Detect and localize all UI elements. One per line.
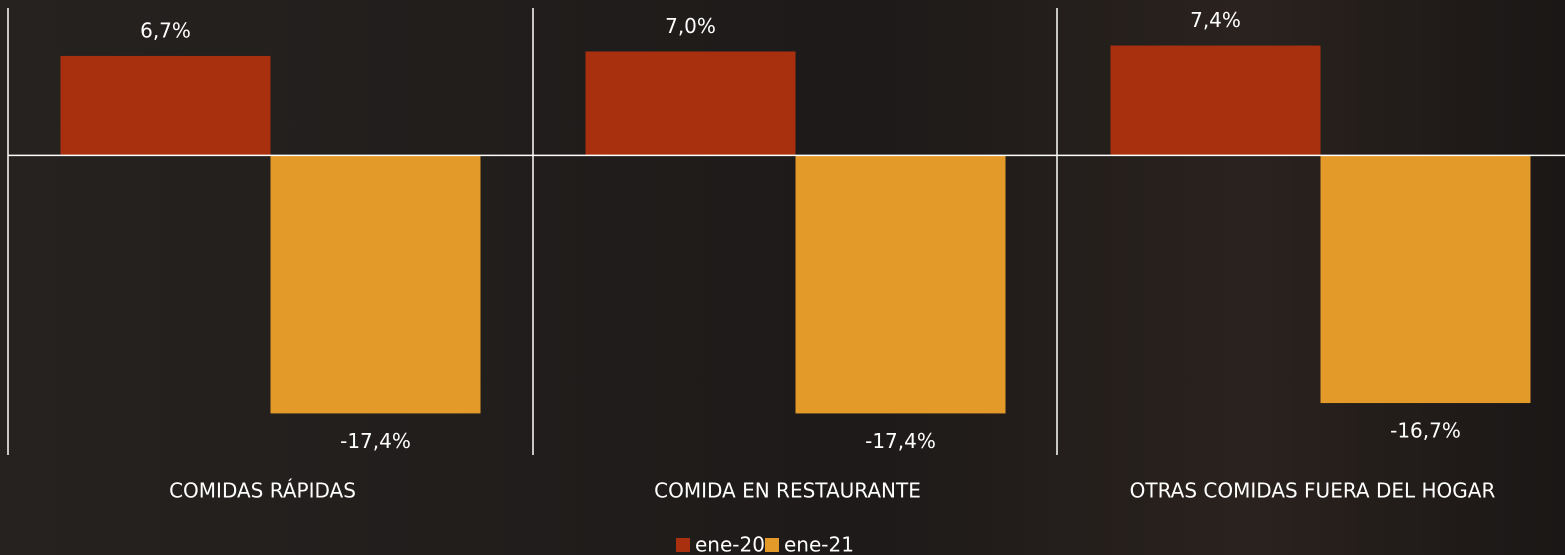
bar [1320, 155, 1531, 404]
legend-label: ene-20 [695, 533, 765, 555]
value-label: -17,4% [865, 429, 936, 453]
x-tick-label: OTRAS COMIDAS FUERA DEL HOGAR [1130, 479, 1496, 503]
value-label: -16,7% [1390, 419, 1461, 443]
bar [585, 51, 796, 156]
legend-label: ene-21 [784, 533, 854, 555]
x-tick-label: COMIDA EN RESTAURANTE [654, 479, 921, 503]
legend-swatch [765, 538, 779, 552]
bar [270, 155, 481, 414]
bar [1110, 45, 1321, 156]
x-tick-label: COMIDAS RÁPIDAS [169, 479, 356, 503]
value-label: 7,0% [665, 14, 716, 38]
value-label: 7,4% [1190, 8, 1241, 32]
legend-swatch [676, 538, 690, 552]
value-label: 6,7% [140, 18, 191, 42]
bar [795, 155, 1006, 414]
value-label: -17,4% [340, 429, 411, 453]
bar [60, 55, 271, 156]
